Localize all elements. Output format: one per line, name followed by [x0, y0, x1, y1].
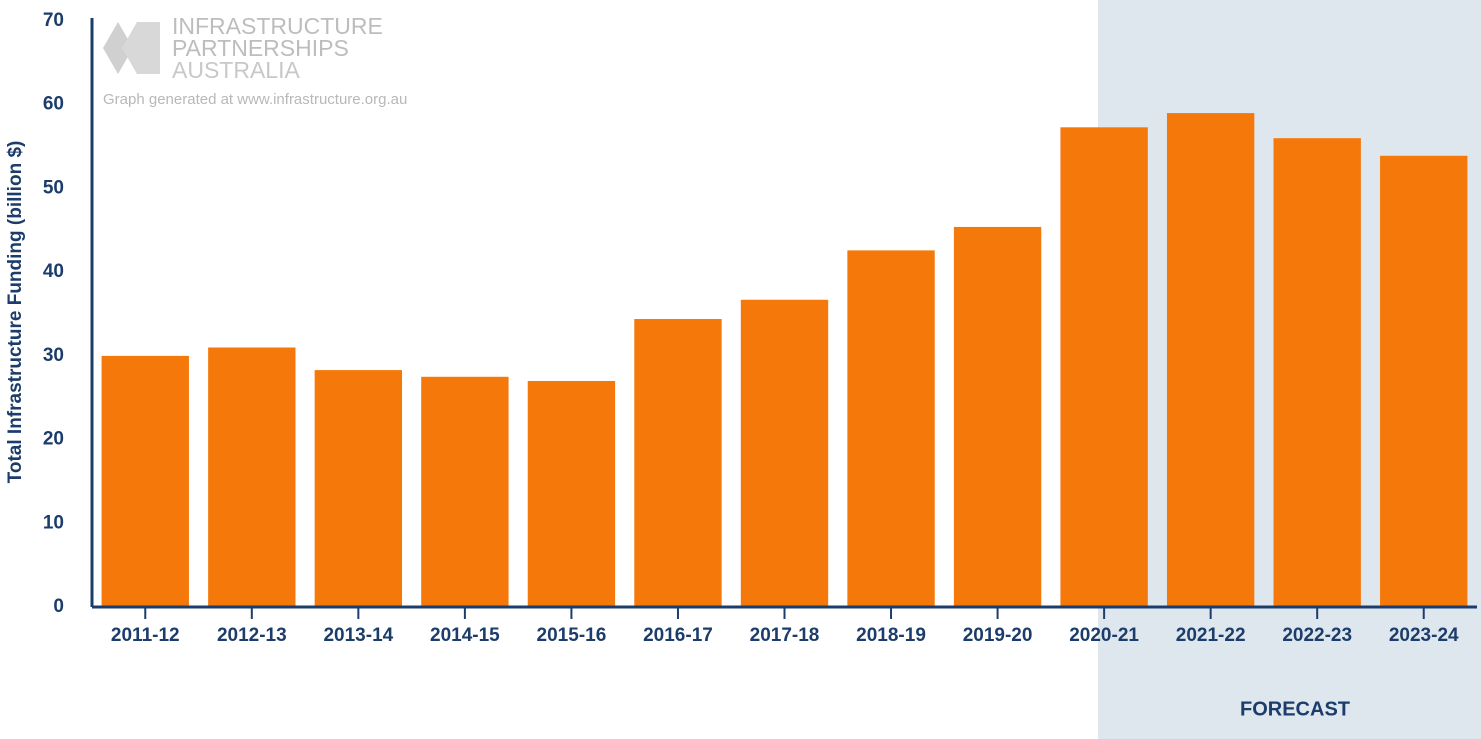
source-note: Graph generated at www.infrastructure.or… [103, 91, 407, 108]
x-tick-label: 2016-17 [643, 625, 713, 646]
y-tick-label: 60 [43, 94, 64, 115]
x-tick-label: 2015-16 [537, 625, 607, 646]
bar [1060, 127, 1148, 608]
x-tick-label: 2017-18 [750, 625, 820, 646]
bar [527, 380, 616, 607]
bar [1166, 113, 1255, 607]
x-tick-label: 2021-22 [1176, 625, 1246, 646]
bar [1273, 138, 1361, 607]
logo-shape [103, 22, 133, 74]
forecast-label: FORECAST [1240, 698, 1350, 720]
x-tick-label: 2019-20 [963, 625, 1033, 646]
x-tick-label: 2012-13 [217, 625, 287, 646]
bar [421, 376, 509, 607]
x-tick-label: 2011-12 [111, 625, 180, 646]
bar [634, 319, 722, 607]
logo: INFRASTRUCTURE PARTNERSHIPS AUSTRALIA Gr… [103, 13, 407, 108]
logo-text: PARTNERSHIPS [172, 35, 349, 61]
x-tick-label: 2023-24 [1389, 625, 1459, 646]
bar [740, 299, 829, 607]
bar [314, 370, 403, 607]
bar [208, 347, 296, 607]
x-tick-label: 2014-15 [430, 625, 500, 646]
logo-shape [122, 22, 160, 74]
logo-text: INFRASTRUCTURE [172, 13, 383, 39]
y-tick-label: 10 [43, 512, 64, 533]
logo-text: AUSTRALIA [172, 57, 300, 83]
bar [1380, 155, 1468, 607]
y-tick-label: 20 [43, 429, 64, 450]
y-tick-label: 30 [43, 345, 64, 366]
y-tick-label: 50 [43, 177, 64, 198]
bar [953, 226, 1042, 608]
x-tick-label: 2020-21 [1069, 625, 1139, 646]
x-tick-label: 2013-14 [323, 625, 393, 646]
y-tick-label: 0 [53, 596, 64, 617]
y-axis-label: Total Infrastructure Funding (billion $) [5, 141, 26, 484]
y-tick-label: 70 [43, 10, 64, 31]
bar [847, 250, 935, 607]
bar [101, 355, 189, 607]
x-tick-label: 2018-19 [856, 625, 926, 646]
y-tick-label: 40 [43, 261, 64, 282]
x-tick-label: 2022-23 [1282, 625, 1352, 646]
